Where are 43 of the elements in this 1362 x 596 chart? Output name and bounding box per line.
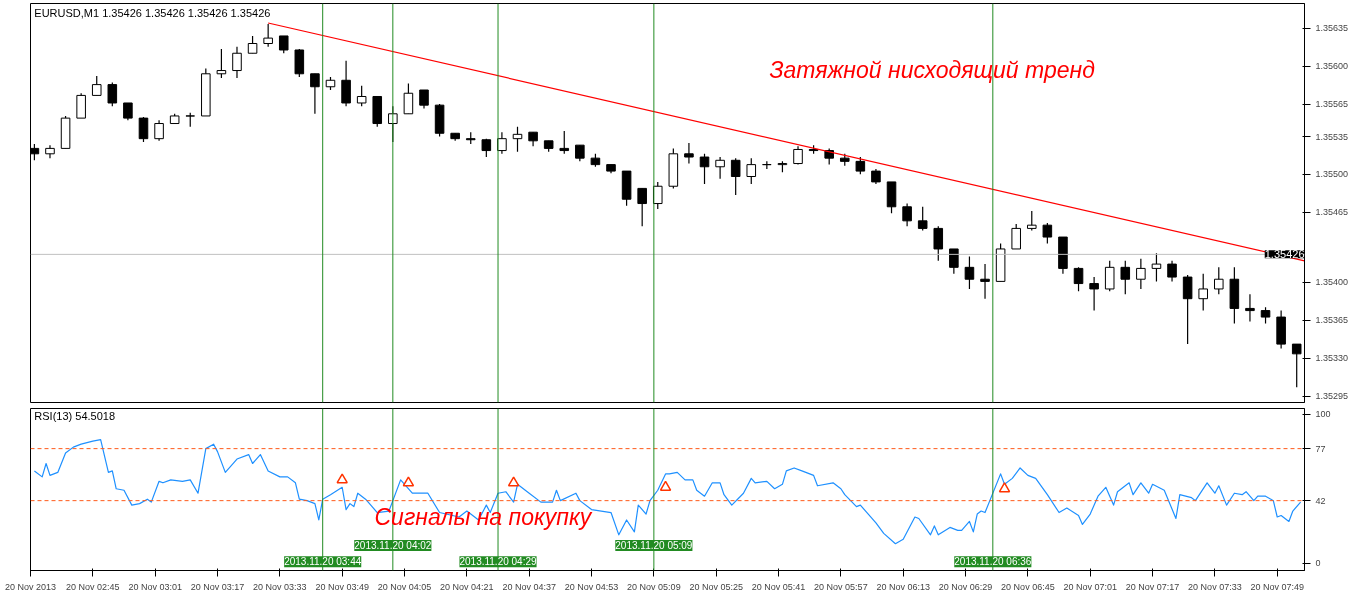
y-tick-label: 1.35600 <box>1315 61 1349 72</box>
ref-line-label: 2013.11.20 05:09 <box>615 540 693 552</box>
x-tick-label: 20 Nov 07:01 <box>1063 581 1117 592</box>
x-tick-label: 20 Nov 03:33 <box>253 581 307 592</box>
y-tick-label: 1.35565 <box>1315 99 1349 110</box>
chart-title: RSI(13) 54.5018 <box>34 410 116 423</box>
x-tick-label: 20 Nov 2013 <box>4 581 57 592</box>
x-tick-label: 20 Nov 06:29 <box>938 581 993 592</box>
x-tick-label: 20 Nov 03:01 <box>128 581 182 592</box>
ref-line-label: 2013.11.20 03:44 <box>284 556 362 568</box>
x-tick-label: 20 Nov 03:49 <box>315 581 369 592</box>
x-tick-label: 20 Nov 03:17 <box>190 581 245 592</box>
y-tick-label: 1.35635 <box>1315 23 1349 34</box>
x-tick-label: 20 Nov 06:13 <box>876 581 930 592</box>
chart-title: EURUSD,M1 1.35426 1.35426 1.35426 1.35426 <box>34 7 271 20</box>
x-tick-label: 20 Nov 04:05 <box>377 581 432 592</box>
ref-line-label: 2013.11.20 04:29 <box>459 556 538 568</box>
ref-line-label: 1.35426 <box>1264 248 1305 261</box>
ref-line-label: 2013.11.20 04:02 <box>354 540 432 552</box>
x-tick-label: 20 Nov 04:53 <box>564 581 619 592</box>
y-tick-label: 1.35330 <box>1315 353 1349 364</box>
y-tick-label: 77 <box>1315 443 1326 454</box>
x-tick-label: 20 Nov 05:25 <box>689 581 743 592</box>
y-tick-label: 1.35295 <box>1315 391 1349 402</box>
y-tick-label: 1.35465 <box>1315 207 1349 218</box>
y-tick-label: 1.35535 <box>1315 131 1349 142</box>
x-tick-label: 20 Nov 05:41 <box>751 581 806 592</box>
x-tick-label: 20 Nov 07:17 <box>1125 581 1180 592</box>
y-tick-label: 1.35500 <box>1315 169 1349 180</box>
y-tick-label: 0 <box>1315 558 1321 569</box>
x-tick-label: 20 Nov 06:45 <box>1001 581 1055 592</box>
x-tick-label: 20 Nov 07:33 <box>1188 581 1242 592</box>
ref-line-label: 2013.11.20 06:36 <box>954 556 1032 568</box>
y-tick-label: 100 <box>1315 409 1331 420</box>
x-tick-label: 20 Nov 07:49 <box>1250 581 1305 592</box>
y-tick-label: 1.35400 <box>1315 277 1349 288</box>
x-tick-label: 20 Nov 04:21 <box>440 581 494 592</box>
y-tick-label: 1.35365 <box>1315 315 1349 326</box>
x-tick-label: 20 Nov 04:37 <box>502 581 556 592</box>
y-tick-label: 42 <box>1315 495 1326 506</box>
x-tick-label: 20 Nov 05:09 <box>627 581 681 592</box>
x-tick-label: 20 Nov 05:57 <box>814 581 868 592</box>
x-tick-label: 20 Nov 02:45 <box>66 581 120 592</box>
